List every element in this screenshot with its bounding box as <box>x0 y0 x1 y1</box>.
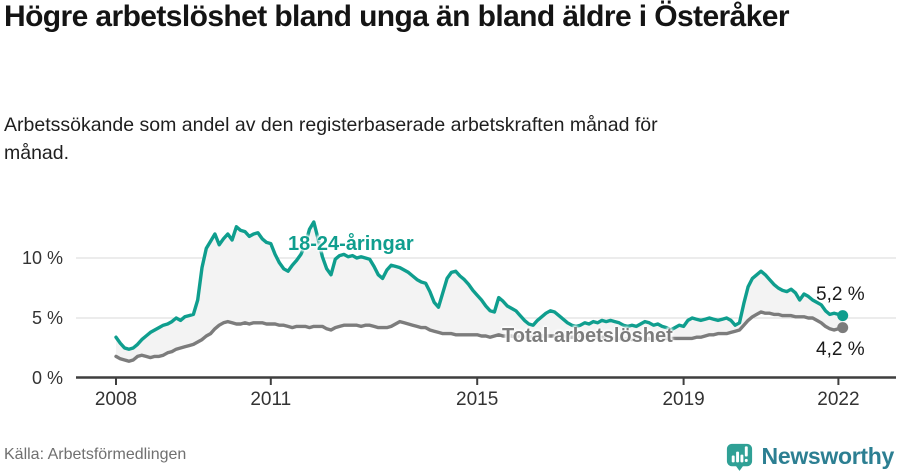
x-tick-label: 2019 <box>662 389 704 410</box>
end-value-label-18-24: 5,2 % <box>816 284 865 305</box>
y-tick-label: 10 % <box>22 248 63 268</box>
x-tick-label: 2015 <box>456 389 498 410</box>
end-value-label-total: 4,2 % <box>816 339 865 360</box>
x-tick-label: 2022 <box>817 389 859 410</box>
page-title: Högre arbetslöshet bland unga än bland ä… <box>4 0 790 33</box>
newsworthy-wordmark: Newsworthy <box>761 443 895 469</box>
series-label-total: Total arbetslöshet <box>502 325 673 347</box>
series-end-dot-1 <box>837 322 849 334</box>
series-end-dot-0 <box>837 310 849 322</box>
chart-subtitle: Arbetssökande som andel av den registerb… <box>4 114 658 164</box>
y-tick-label: 5 % <box>32 308 63 328</box>
x-tick-label: 2011 <box>250 389 291 410</box>
series-line-1 <box>114 310 845 363</box>
series-label-18-24: 18-24-åringar <box>288 233 414 255</box>
x-tick-label: 2008 <box>95 389 137 410</box>
newsworthy-bubble-chart-icon <box>726 443 752 471</box>
source-note: Källa: Arbetsförmedlingen <box>4 446 187 463</box>
y-tick-label: 0 % <box>32 368 63 388</box>
series-line-0 <box>114 220 845 351</box>
between-series-band <box>116 222 843 362</box>
newsworthy-logo: Newsworthy <box>724 440 894 473</box>
